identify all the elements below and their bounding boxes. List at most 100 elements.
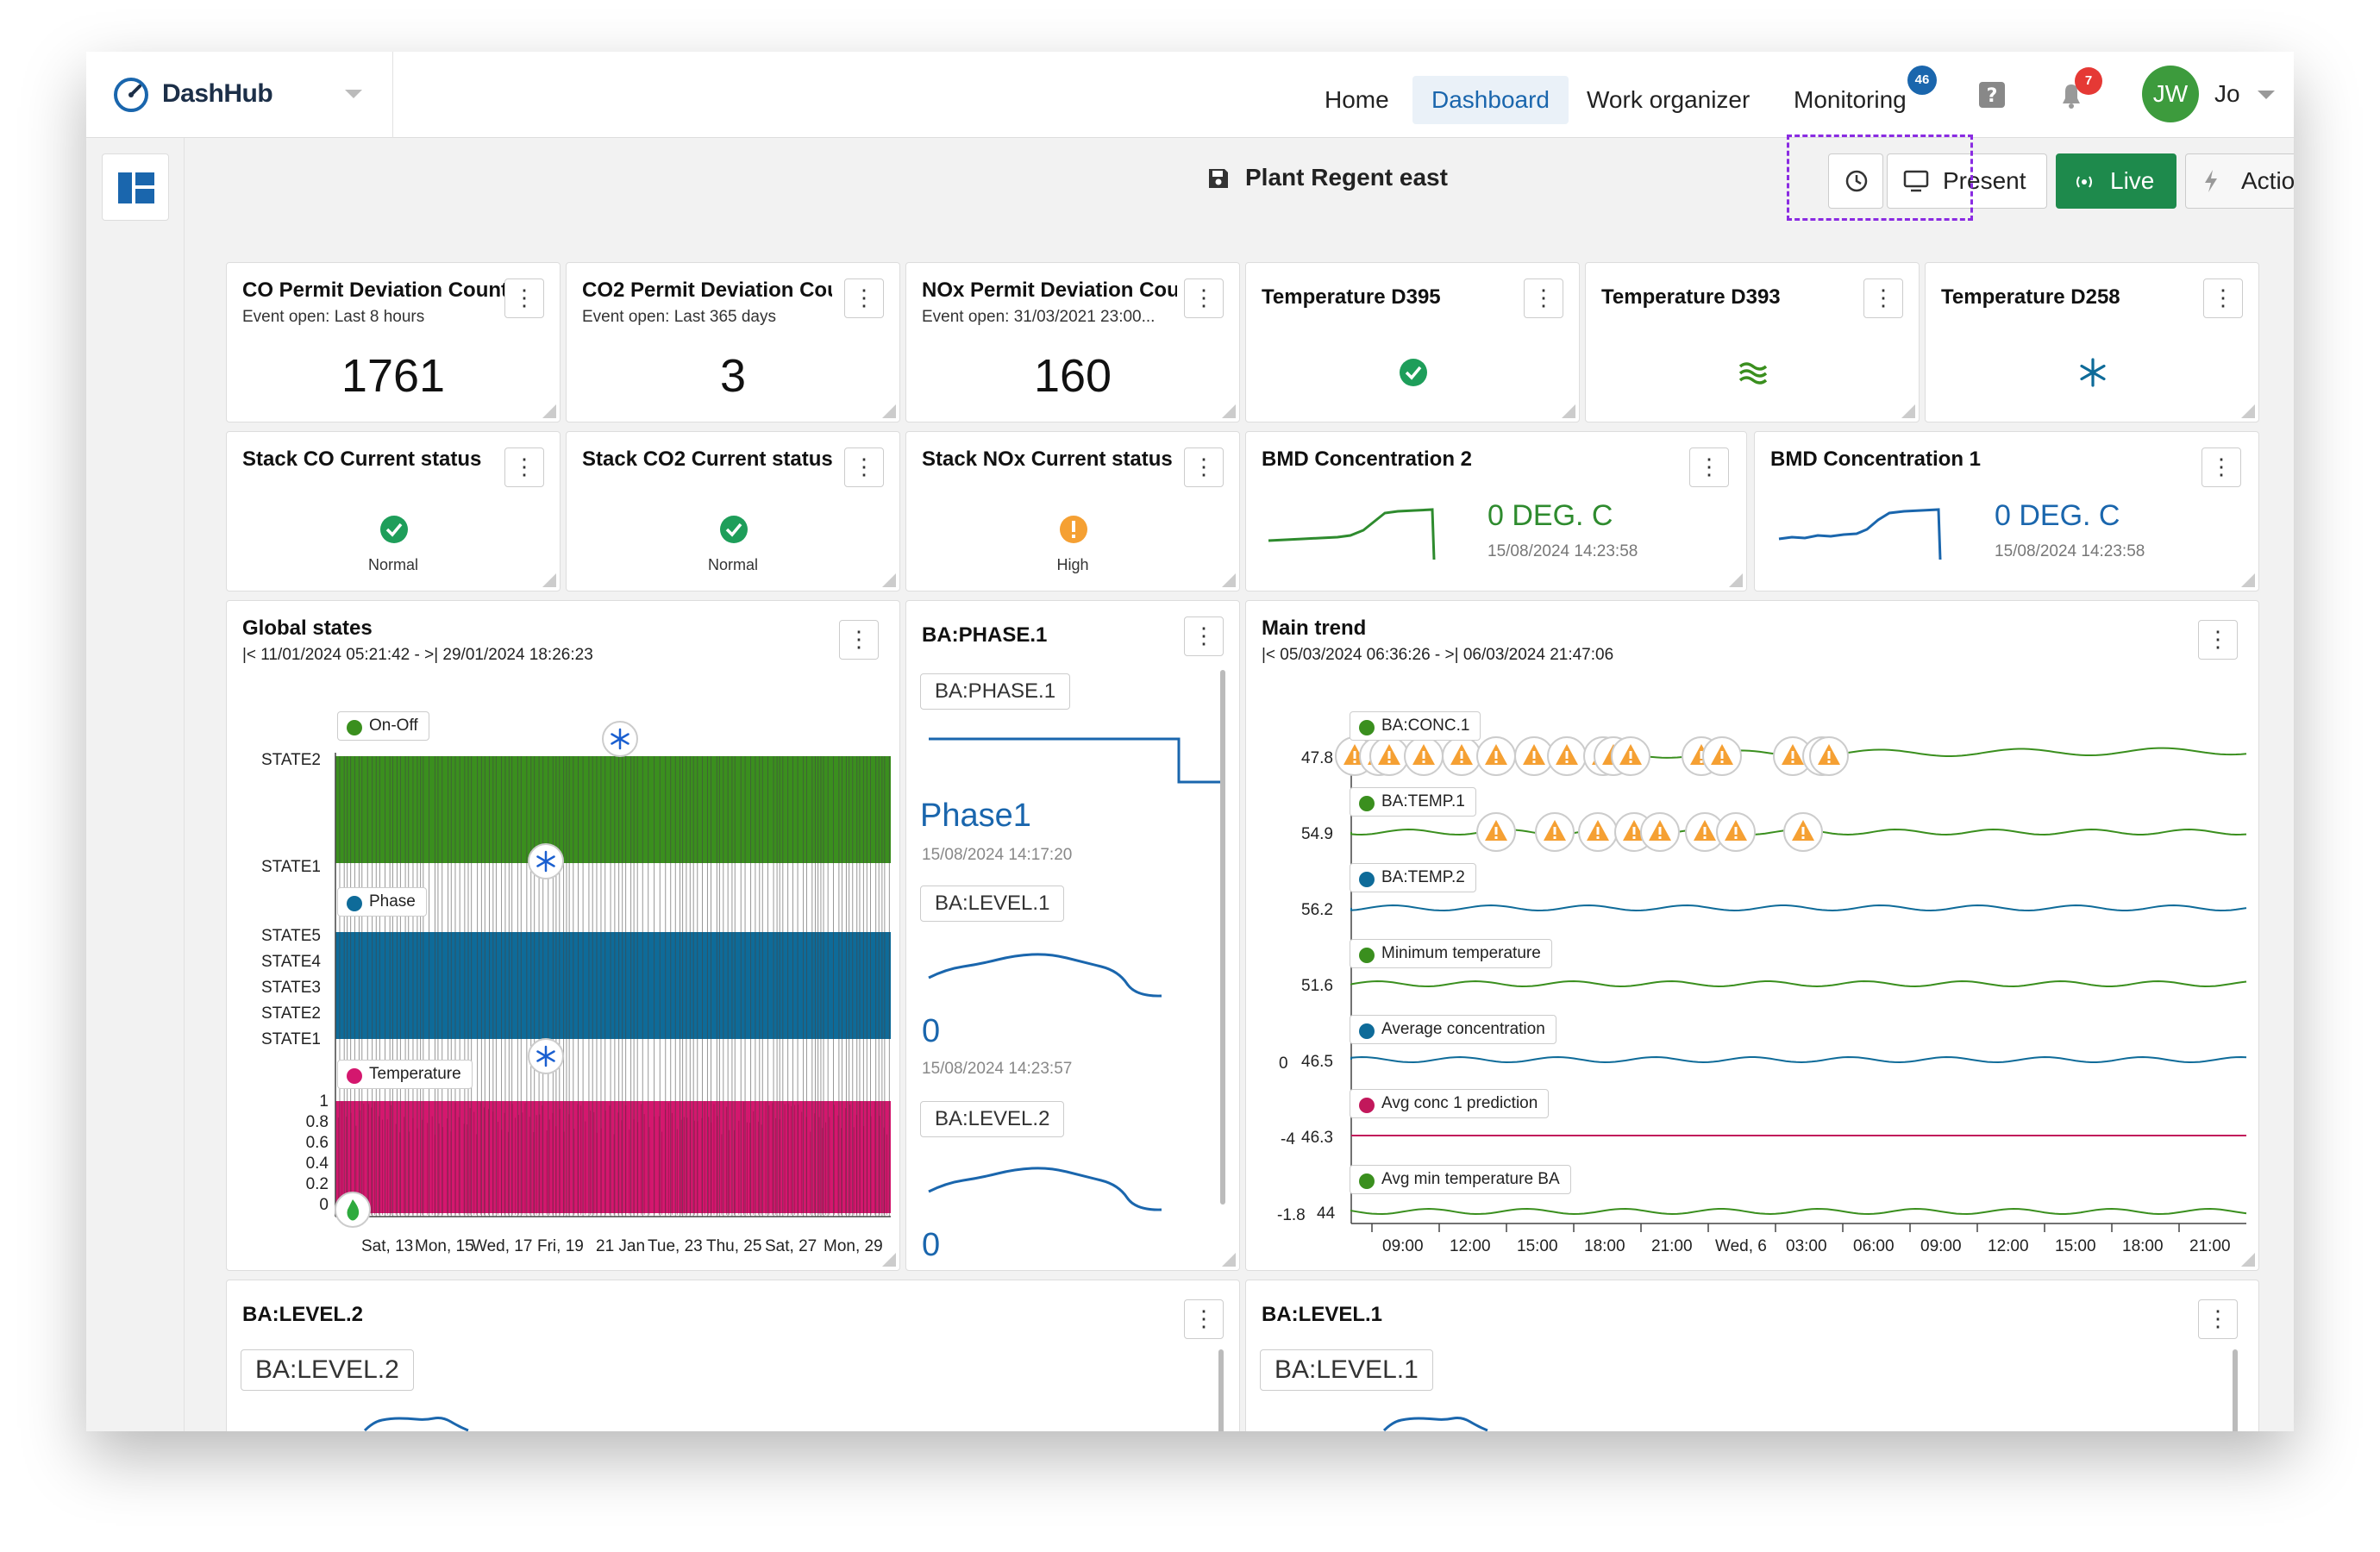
resize-handle[interactable] xyxy=(1901,404,1915,418)
x-label: Tue, 23 xyxy=(648,1237,703,1255)
app-switcher[interactable]: DashHub xyxy=(86,52,393,138)
actions-button[interactable]: Actions xyxy=(2185,153,2294,209)
resize-handle[interactable] xyxy=(542,573,556,587)
card-menu-button[interactable]: ⋮ xyxy=(844,278,884,318)
tag-chip[interactable]: BA:LEVEL.2 xyxy=(241,1349,414,1391)
tag-chip[interactable]: BA:LEVEL.1 xyxy=(920,886,1065,922)
nav-home[interactable]: Home xyxy=(1325,86,1389,113)
resize-handle[interactable] xyxy=(1222,573,1236,587)
kpi-card-co[interactable]: CO Permit Deviation Count Event open: La… xyxy=(226,262,561,422)
resize-handle[interactable] xyxy=(2241,573,2255,587)
legend-ba-conc-1[interactable]: BA:CONC.1 xyxy=(1350,711,1481,741)
main-trend-chart[interactable] xyxy=(1246,601,2259,1271)
resize-handle[interactable] xyxy=(1222,1253,1236,1267)
legend-ba-temp-1[interactable]: BA:TEMP.1 xyxy=(1350,787,1476,817)
legend-avg-conc-1-prediction[interactable]: Avg conc 1 prediction xyxy=(1350,1089,1550,1118)
app-name: DashHub xyxy=(162,79,273,108)
scrollbar[interactable] xyxy=(2233,1349,2238,1431)
present-button[interactable]: Present xyxy=(1887,153,2047,209)
resize-handle[interactable] xyxy=(1562,404,1575,418)
level1-card[interactable]: BA:LEVEL.1 ⋮ BA:LEVEL.1 xyxy=(1245,1280,2259,1431)
legend-on-off[interactable]: On-Off xyxy=(337,711,429,741)
check-circle-icon xyxy=(1400,359,1427,386)
card-menu-button[interactable]: ⋮ xyxy=(2203,278,2243,318)
nav-dashboard[interactable]: Dashboard xyxy=(1412,76,1569,124)
card-menu-button[interactable]: ⋮ xyxy=(504,278,544,318)
phase-card[interactable]: BA:PHASE.1 ⋮ BA:PHASE.1 Phase1 15/08/202… xyxy=(905,600,1240,1271)
notifications-icon[interactable] xyxy=(2056,79,2087,110)
kpi-card-nox[interactable]: NOx Permit Deviation Count Event open: 3… xyxy=(905,262,1240,422)
stack-card-co[interactable]: Stack CO Current status ⋮ Normal xyxy=(226,431,561,591)
legend-minimum-temperature[interactable]: Minimum temperature xyxy=(1350,939,1552,968)
bmd-card-1[interactable]: BMD Concentration 1 ⋮ 0 DEG. C 15/08/202… xyxy=(1754,431,2259,591)
level2-value: 0 xyxy=(922,1227,941,1263)
dashboard-layout-button[interactable] xyxy=(102,153,169,221)
series-line xyxy=(1350,1207,2247,1216)
resize-handle[interactable] xyxy=(542,404,556,418)
y-label: STATE1 xyxy=(261,1030,321,1048)
stack-card-co2[interactable]: Stack CO2 Current status ⋮ Normal xyxy=(566,431,900,591)
legend-avg-min-temperature-ba[interactable]: Avg min temperature BA xyxy=(1350,1165,1571,1194)
legend-average-concentration[interactable]: Average concentration xyxy=(1350,1015,1556,1044)
kpi-value: 160 xyxy=(1033,350,1112,402)
main-trend-card[interactable]: Main trend |< 05/03/2024 06:36:26 - >| 0… xyxy=(1245,600,2259,1271)
legend-ba-temp-2[interactable]: BA:TEMP.2 xyxy=(1350,863,1476,892)
bmd-card-2[interactable]: BMD Concentration 2 ⋮ 0 DEG. C 15/08/202… xyxy=(1245,431,1747,591)
resize-handle[interactable] xyxy=(2241,404,2255,418)
avatar[interactable]: JW xyxy=(2142,66,2199,122)
temp-card-d258[interactable]: Temperature D258 ⋮ xyxy=(1925,262,2259,422)
card-menu-button[interactable]: ⋮ xyxy=(2198,1299,2238,1339)
snowflake-icon xyxy=(528,1038,564,1074)
level2-card[interactable]: BA:LEVEL.2 ⋮ BA:LEVEL.2 xyxy=(226,1280,1240,1431)
scrollbar[interactable] xyxy=(1218,1349,1224,1431)
resize-handle[interactable] xyxy=(1729,573,1743,587)
card-menu-button[interactable]: ⋮ xyxy=(1524,278,1563,318)
resize-handle[interactable] xyxy=(2241,1253,2255,1267)
temp-card-d393[interactable]: Temperature D393 ⋮ xyxy=(1585,262,1920,422)
series-value-label: 44 xyxy=(1317,1205,1336,1223)
card-menu-button[interactable]: ⋮ xyxy=(1184,447,1224,487)
sidebar xyxy=(86,138,185,1431)
scrollbar[interactable] xyxy=(1220,670,1225,1205)
card-menu-button[interactable]: ⋮ xyxy=(1184,278,1224,318)
resize-handle[interactable] xyxy=(882,1253,896,1267)
tag-chip[interactable]: BA:LEVEL.1 xyxy=(1260,1349,1433,1391)
nav-monitoring[interactable]: Monitoring xyxy=(1794,86,1907,113)
card-menu-button[interactable]: ⋮ xyxy=(1863,278,1903,318)
resize-handle[interactable] xyxy=(1222,404,1236,418)
chevron-down-icon[interactable] xyxy=(2258,91,2275,99)
card-menu-button[interactable]: ⋮ xyxy=(844,447,884,487)
card-menu-button[interactable]: ⋮ xyxy=(2198,620,2238,660)
live-button[interactable]: Live xyxy=(2056,153,2176,209)
card-title: BA:LEVEL.1 xyxy=(1262,1303,1383,1326)
bmd-timestamp: 15/08/2024 14:23:58 xyxy=(1488,542,1638,560)
legend-phase[interactable]: Phase xyxy=(337,887,427,917)
card-menu-button[interactable]: ⋮ xyxy=(839,620,879,660)
user-name[interactable]: Jo xyxy=(2214,80,2240,107)
card-menu-button[interactable]: ⋮ xyxy=(1689,447,1729,487)
card-menu-button[interactable]: ⋮ xyxy=(504,447,544,487)
legend-temperature[interactable]: Temperature xyxy=(337,1060,473,1089)
dashboard-layout-icon xyxy=(118,172,154,203)
global-states-card[interactable]: Global states |< 11/01/2024 05:21:42 - >… xyxy=(226,600,900,1271)
stack-card-nox[interactable]: Stack NOx Current status ⋮ High xyxy=(905,431,1240,591)
resize-handle[interactable] xyxy=(882,404,896,418)
kpi-card-co2[interactable]: CO2 Permit Deviation Count Event open: L… xyxy=(566,262,900,422)
history-button[interactable] xyxy=(1828,153,1883,209)
tag-chip[interactable]: BA:LEVEL.2 xyxy=(920,1101,1065,1137)
card-title: Stack NOx Current status xyxy=(922,447,1173,471)
save-icon[interactable] xyxy=(1207,167,1230,190)
chevron-down-icon[interactable] xyxy=(345,90,362,98)
phase-sparkline xyxy=(929,737,1222,784)
resize-handle[interactable] xyxy=(882,573,896,587)
temp-card-d395[interactable]: Temperature D395 ⋮ xyxy=(1245,262,1580,422)
tag-chip[interactable]: BA:PHASE.1 xyxy=(920,673,1071,710)
card-menu-button[interactable]: ⋮ xyxy=(1184,1299,1224,1339)
card-menu-button[interactable]: ⋮ xyxy=(2202,447,2241,487)
axis-mark: -4 xyxy=(1281,1130,1295,1148)
nav-work-organizer[interactable]: Work organizer xyxy=(1587,86,1751,113)
help-icon[interactable]: ? xyxy=(1976,79,2007,110)
card-menu-button[interactable]: ⋮ xyxy=(1184,616,1224,656)
top-navigation-bar: DashHub Home Dashboard Work organizer Mo… xyxy=(86,52,2294,138)
global-states-chart[interactable] xyxy=(227,601,900,1271)
